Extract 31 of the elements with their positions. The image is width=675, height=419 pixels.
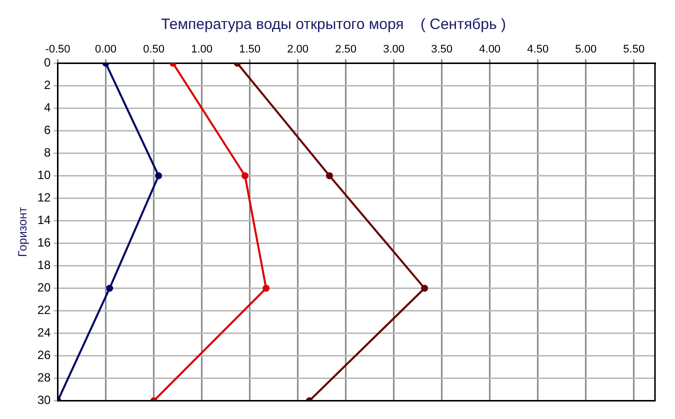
y-tick-label: 30 <box>37 393 52 408</box>
x-tick-label: 4.50 <box>527 44 549 56</box>
y-tick-label: 22 <box>37 303 52 318</box>
y-tick-label: 18 <box>37 258 52 272</box>
x-tick-label: 3.50 <box>431 44 453 56</box>
x-tick-label: 5.50 <box>623 44 645 56</box>
y-tick-label: 2 <box>44 78 52 92</box>
y-tick-label: 10 <box>37 168 52 182</box>
chart-title: Температура воды открытого моря ( Сентябрь ) <box>161 16 506 34</box>
x-tick-label: 2.00 <box>287 44 309 56</box>
x-tick-label: 1.50 <box>239 44 260 56</box>
y-tick-label: 8 <box>44 146 52 160</box>
y-tick-label: 16 <box>37 236 52 250</box>
x-tick-label: 3.00 <box>383 44 405 56</box>
x-tick-label: 1.00 <box>191 44 212 56</box>
y-axis-title: Горизонт <box>16 206 30 257</box>
y-tick-label: 14 <box>37 213 52 228</box>
x-tick-label: 2.50 <box>335 44 357 56</box>
x-tick-label: 5.00 <box>575 44 597 56</box>
x-tick-label: 0.50 <box>143 44 164 56</box>
y-tick-label: 24 <box>37 326 52 340</box>
x-tick-label: -0.50 <box>45 44 70 56</box>
x-tick-label: 4.00 <box>479 44 501 56</box>
y-tick-label: 12 <box>37 190 52 205</box>
y-tick-label: 26 <box>37 348 52 362</box>
x-tick-label: 0.00 <box>95 44 116 56</box>
y-tick-label: 0 <box>44 56 52 70</box>
y-tick-label: 6 <box>44 123 52 138</box>
y-tick-label: 28 <box>37 370 52 385</box>
y-tick-label: 20 <box>37 280 52 295</box>
y-tick-label: 4 <box>44 100 52 115</box>
